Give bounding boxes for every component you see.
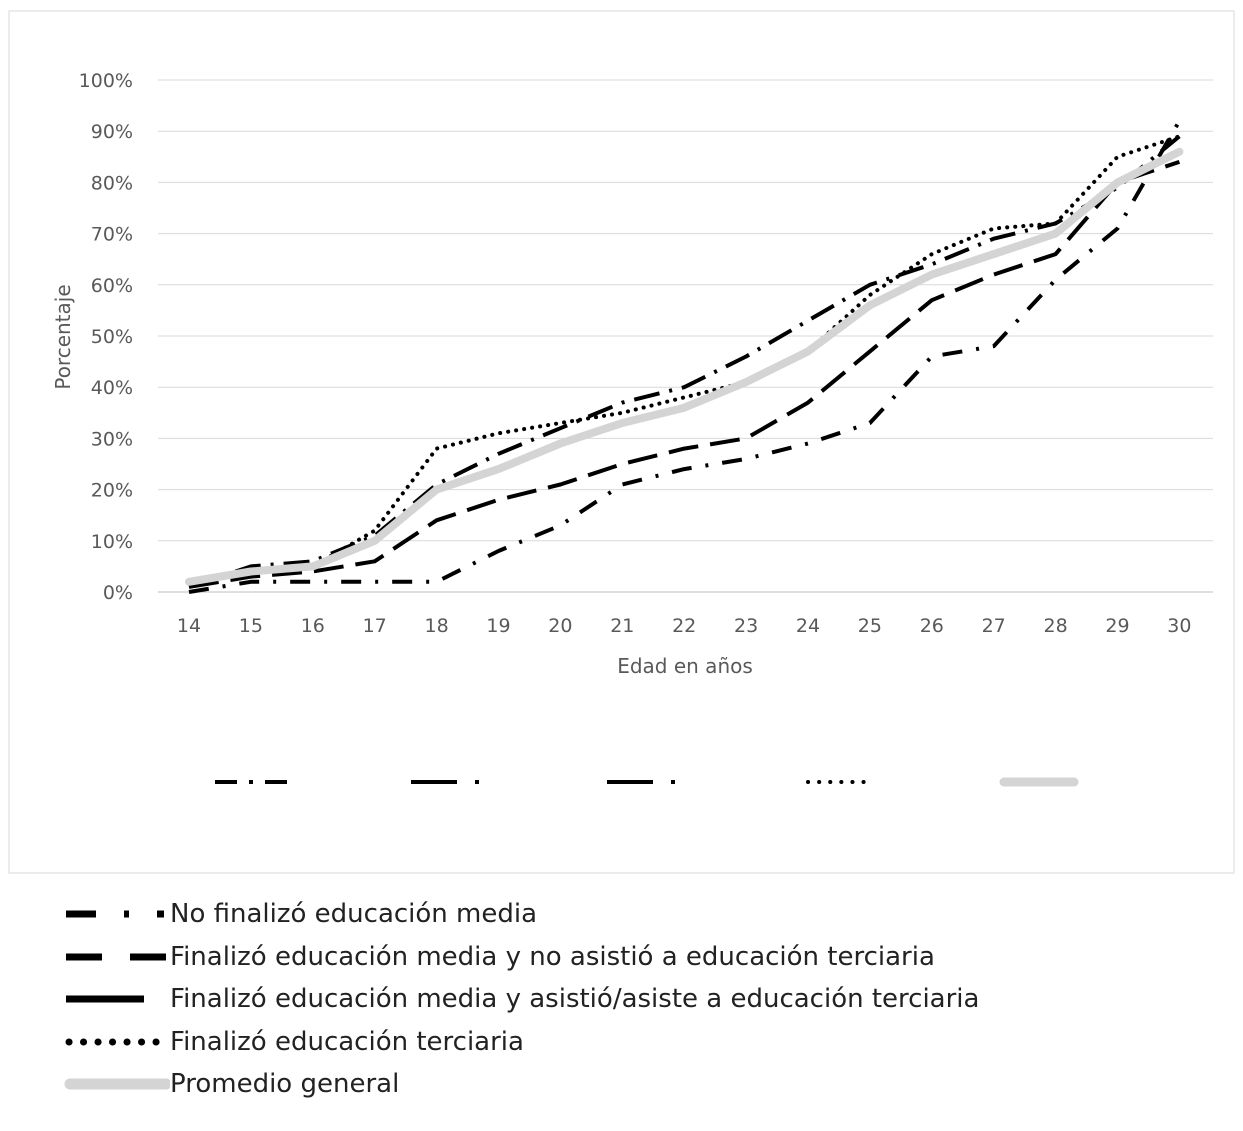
legend-label: Finalizó educación terciaria [170, 1026, 524, 1057]
legend-swatch-dash-dot [66, 910, 164, 918]
legend-label: No finalizó educación media [170, 899, 538, 930]
x-tick-label: 28 [1044, 615, 1068, 637]
chart-area: 0% 10% 20% 30% 40% 50% 60% 70% 80% 90% 100% 14 15 16… [8, 10, 1235, 874]
x-tick-label: 15 [239, 615, 263, 637]
y-tick-label: 30% [91, 428, 133, 450]
y-tick-label: 80% [91, 172, 133, 194]
legend-item-finalizo-terciaria: Finalizó educación terciaria [60, 1021, 1160, 1064]
series-line-promedio-general [185, 147, 1184, 586]
x-tick-label: 18 [425, 615, 449, 637]
legend-label: Promedio general [170, 1069, 400, 1100]
y-tick-label: 40% [91, 377, 133, 399]
x-tick-label: 14 [177, 615, 201, 637]
x-tick-label: 20 [548, 615, 572, 637]
legend-label: Finalizó educación media y no asistió a … [170, 941, 935, 972]
x-tick-label: 27 [982, 615, 1006, 637]
series-lines [185, 120, 1184, 594]
y-tick-label: 70% [91, 224, 133, 246]
x-tick-label: 24 [796, 615, 820, 637]
x-axis-title: Edad en años [617, 654, 753, 678]
series-line-finalizo-educacion-media-y-no-asistio-a-educacion-terciaria [188, 160, 1181, 589]
x-tick-label: 26 [920, 615, 944, 637]
y-tick-label: 100% [79, 70, 133, 92]
y-tick-label: 20% [91, 480, 133, 502]
chart-frame [8, 10, 1235, 874]
legend-item-no-asistio-terciaria: Finalizó educación media y no asistió a … [60, 936, 1160, 979]
x-tick-label: 23 [734, 615, 758, 637]
y-axis-title: Porcentaje [51, 284, 75, 389]
legend-item-no-finalizo-media: No finalizó educación media [60, 893, 1160, 936]
y-tick-label: 0% [103, 582, 133, 604]
x-tick-label: 19 [486, 615, 510, 637]
y-tick-label: 50% [91, 326, 133, 348]
series-line-finalizo-educacion-terciaria [187, 134, 1182, 584]
x-tick-label: 29 [1105, 615, 1129, 637]
legend-item-promedio-general: Promedio general [60, 1063, 1160, 1106]
legend-item-asistio-terciaria: Finalizó educación media y asistió/asist… [60, 978, 1160, 1021]
legend-swatch-solid-gray [64, 1078, 170, 1090]
legend-swatch-solid [66, 995, 144, 1003]
legend-swatch-long-dash [66, 953, 170, 961]
x-tick-label: 30 [1167, 615, 1191, 637]
x-tick-label: 21 [610, 615, 634, 637]
y-tick-label: 60% [91, 275, 133, 297]
legend-swatch-dotted [65, 1038, 170, 1046]
series-line-finalizo-educacion-media-y-asistio-asiste-a-educacion-terciaria [188, 134, 1181, 589]
line-chart: 0% 10% 20% 30% 40% 50% 60% 70% 80% 90% 100% 14 15 16… [8, 10, 1235, 874]
x-tick-label: 25 [858, 615, 882, 637]
x-tick-label: 17 [363, 615, 387, 637]
x-tick-label: 16 [301, 615, 325, 637]
series-line-no-finalizo-educacion-media [188, 120, 1182, 594]
y-tick-label: 90% [91, 121, 133, 143]
x-tick-labels: 14 15 16 17 18 19 20 21 22 23 24 25 26 27 28 29 30 [177, 615, 1192, 637]
legend: No finalizó educación media Finalizó edu… [60, 893, 1160, 1106]
y-tick-labels: 0% 10% 20% 30% 40% 50% 60% 70% 80% 90% 100% [79, 70, 133, 604]
legend-label: Finalizó educación media y asistió/asist… [170, 984, 980, 1015]
y-tick-label: 10% [91, 531, 133, 553]
x-tick-label: 22 [672, 615, 696, 637]
